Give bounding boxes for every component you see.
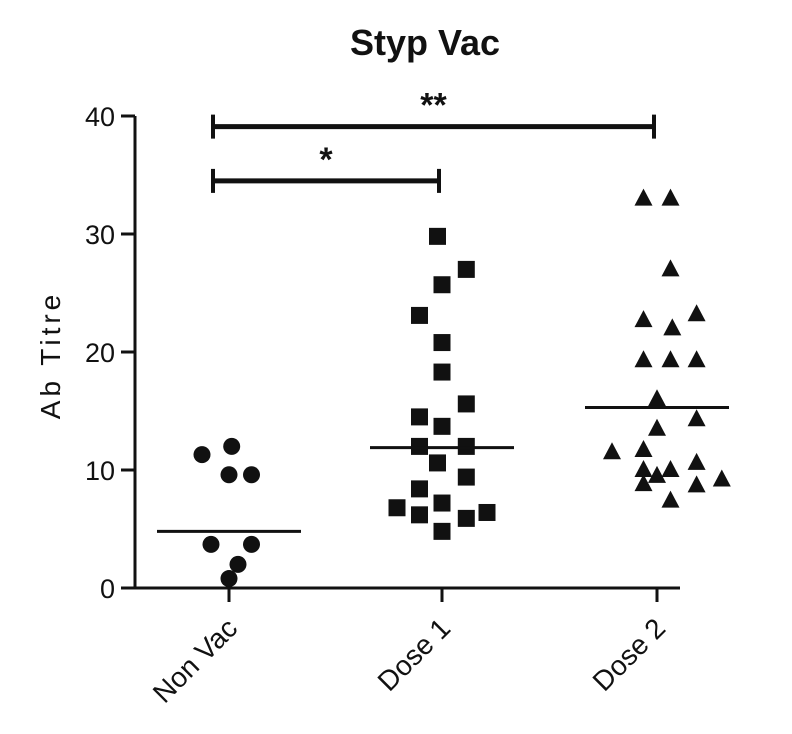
data-point-square <box>457 260 475 278</box>
data-point-square <box>433 494 451 512</box>
data-point-triangle <box>634 310 653 328</box>
data-points <box>193 188 731 588</box>
data-point-triangle <box>661 350 680 368</box>
chart-title: Styp Vac <box>350 22 500 63</box>
data-point-square <box>429 454 446 472</box>
data-point-square <box>411 408 428 426</box>
data-point-triangle <box>661 460 680 477</box>
significance-label: ** <box>420 87 447 125</box>
data-point-square <box>411 506 428 524</box>
data-point-triangle <box>634 188 653 206</box>
data-point-square <box>411 480 428 498</box>
y-tick-label: 20 <box>85 338 115 368</box>
median-lines <box>157 405 729 533</box>
data-point-triangle <box>648 465 666 483</box>
data-point-triangle <box>634 474 653 492</box>
data-point-triangle <box>687 350 706 368</box>
data-point-triangle <box>648 418 666 436</box>
data-point-triangle <box>712 469 731 487</box>
data-point-square <box>388 499 406 517</box>
data-point-circle <box>193 446 211 464</box>
data-point-triangle <box>687 304 706 322</box>
data-point-triangle <box>634 439 653 457</box>
y-tick-label: 40 <box>85 102 115 132</box>
data-point-square <box>433 334 451 352</box>
data-point-square <box>433 363 451 381</box>
data-point-circle <box>223 437 241 455</box>
data-point-circle <box>229 555 247 573</box>
x-tick-label: Dose 2 <box>587 612 672 697</box>
data-point-triangle <box>687 409 706 427</box>
data-point-triangle <box>661 259 680 277</box>
significance-label: * <box>319 141 333 179</box>
y-tick-label: 10 <box>85 456 115 486</box>
data-point-triangle <box>661 490 680 508</box>
x-tick-label: Dose 1 <box>372 612 457 697</box>
data-point-square <box>411 306 428 324</box>
data-point-square <box>433 522 451 540</box>
data-point-triangle <box>687 452 706 470</box>
data-point-circle <box>243 535 260 553</box>
data-point-triangle <box>634 350 653 368</box>
y-tick-label: 0 <box>100 574 115 604</box>
data-point-circle <box>202 535 220 553</box>
data-point-square <box>433 276 451 294</box>
data-point-circle <box>220 570 238 588</box>
data-point-triangle <box>687 475 706 493</box>
data-point-square <box>429 227 446 245</box>
axes: 0 10 20 30 40 Non Vac Dose 1 Dose 2 <box>85 102 680 709</box>
data-point-square <box>433 417 451 435</box>
data-point-triangle <box>634 460 653 477</box>
x-tick-label: Non Vac <box>147 612 243 708</box>
data-point-square <box>478 503 496 521</box>
data-point-circle <box>220 466 238 484</box>
significance-bars: *** <box>211 87 656 193</box>
data-point-triangle <box>663 318 682 336</box>
data-point-square <box>457 468 475 486</box>
y-axis-label: Ab Titre <box>35 291 66 419</box>
data-point-square <box>457 395 475 413</box>
data-point-circle <box>243 466 260 484</box>
data-point-triangle <box>661 188 680 206</box>
y-tick-label: 30 <box>85 220 115 250</box>
data-point-triangle <box>603 442 621 460</box>
data-point-square <box>457 509 475 527</box>
data-point-triangle <box>648 389 666 407</box>
